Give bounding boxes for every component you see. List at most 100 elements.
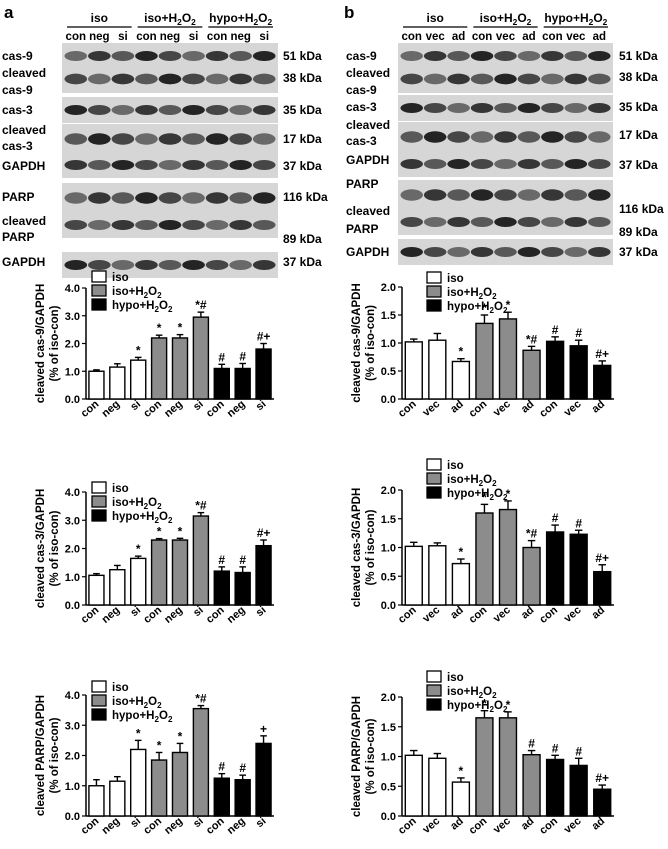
y-axis-label: cleaved PARP/GAPDH	[35, 695, 47, 816]
y-tick-label: 1.0	[381, 338, 396, 350]
blot-band	[588, 103, 611, 113]
blot-band	[588, 131, 611, 143]
blot-row-label: cleaved	[346, 66, 390, 80]
bar	[234, 571, 251, 606]
bar	[428, 757, 447, 817]
significance-mark: #	[575, 326, 582, 340]
category-label: con	[79, 398, 102, 420]
blot-band	[400, 247, 423, 257]
significance-mark: #	[218, 350, 225, 364]
blot-band	[229, 105, 252, 115]
bar-chart-5: 0.0 0.5 1.0 1.5 2.0 cleaved cas-3/GAPDH (% of …	[351, 458, 614, 626]
blot-band	[229, 260, 252, 270]
blot-band	[88, 51, 111, 61]
blot-band	[517, 247, 541, 257]
blot-lane-label: ad	[522, 31, 535, 43]
blot-band	[494, 103, 517, 113]
legend-label: iso+H2O2	[447, 287, 497, 301]
legend-swatch	[91, 270, 107, 283]
bar	[545, 340, 565, 400]
bar	[451, 360, 471, 400]
blot-row-label: cleaved	[2, 214, 46, 228]
blot-row-label: GAPDH	[346, 245, 389, 259]
legend-label: iso+H2O2	[112, 696, 162, 710]
significance-mark: #+	[595, 347, 609, 361]
blot-band	[494, 73, 517, 85]
y-tick-label: 2.0	[65, 544, 80, 556]
blot-band	[111, 260, 135, 270]
blot-band	[111, 133, 135, 145]
blot-band	[135, 220, 158, 230]
blot-band	[400, 103, 423, 113]
significance-mark: *	[459, 545, 464, 559]
bar	[130, 359, 147, 400]
bar	[88, 370, 105, 400]
significance-mark: *	[178, 321, 183, 335]
y-axis-label-units: (% of iso-con)	[49, 717, 61, 793]
bar	[404, 341, 423, 400]
blot-band	[447, 51, 470, 61]
blot-band	[135, 51, 158, 61]
bar	[404, 754, 423, 817]
category-label: ad	[590, 604, 608, 621]
significance-mark: *#	[526, 332, 538, 346]
category-label: vec	[491, 604, 513, 625]
significance-mark: #+	[257, 526, 271, 540]
category-label: vec	[562, 604, 584, 625]
blot-band	[541, 189, 564, 201]
bar	[545, 531, 565, 606]
bar	[234, 779, 251, 817]
blot-band	[564, 103, 588, 113]
blot-kda-label: 89 kDa	[619, 225, 658, 239]
blot-lane-label: con	[136, 31, 156, 43]
y-tick-label: 1.0	[381, 752, 396, 764]
bar	[234, 367, 251, 400]
blot-band	[423, 51, 447, 61]
significance-mark: #	[575, 744, 582, 758]
blot-row-label: GAPDH	[346, 153, 389, 167]
category-label: con	[204, 604, 227, 626]
legend-label: iso+H2O2	[447, 686, 497, 700]
blot-band	[494, 189, 517, 201]
significance-mark: #	[575, 516, 582, 530]
blot-band	[205, 133, 229, 145]
bar	[475, 322, 494, 400]
bar	[428, 339, 447, 400]
blot-row-label: GAPDH	[2, 159, 45, 173]
bar	[150, 759, 168, 817]
category-label: neg	[100, 815, 123, 837]
significance-mark: #	[239, 349, 246, 363]
y-axis-label-units: (% of iso-con)	[49, 305, 61, 381]
significance-mark: #+	[257, 330, 271, 344]
y-tick-label: 2.0	[381, 485, 396, 497]
category-label: con	[467, 604, 490, 626]
blot-band	[494, 217, 517, 227]
category-label: con	[396, 815, 419, 837]
category-label: vec	[420, 604, 442, 625]
blot-band	[447, 217, 470, 227]
blot-band	[64, 133, 88, 145]
blot-band	[400, 73, 423, 85]
blot-band	[588, 51, 611, 61]
bar	[522, 546, 541, 606]
blot-band	[517, 159, 541, 169]
bar-chart-2: 0.0 1.0 2.0 3.0 4.0 cleaved cas-3/GAPDH (% of …	[35, 481, 274, 626]
blot-group-label: hypo+H2O2	[209, 11, 272, 27]
category-label: ad	[448, 398, 466, 415]
blot-band	[158, 260, 182, 270]
category-label: con	[141, 398, 164, 420]
significance-mark: #	[218, 760, 225, 774]
y-tick-label: 2.0	[65, 339, 80, 351]
significance-mark: *	[482, 697, 487, 711]
blot-band	[252, 260, 276, 270]
blot-band	[470, 73, 494, 85]
blot-band	[158, 133, 182, 145]
category-label: con	[141, 604, 164, 626]
legend-swatch	[91, 694, 107, 707]
significance-mark: *	[178, 524, 183, 538]
category-label: con	[204, 815, 227, 837]
y-axis-label-units: (% of iso-con)	[49, 510, 61, 586]
blot-band	[517, 103, 541, 113]
significance-mark: #	[239, 553, 246, 567]
y-tick-label: 3.0	[65, 720, 80, 732]
